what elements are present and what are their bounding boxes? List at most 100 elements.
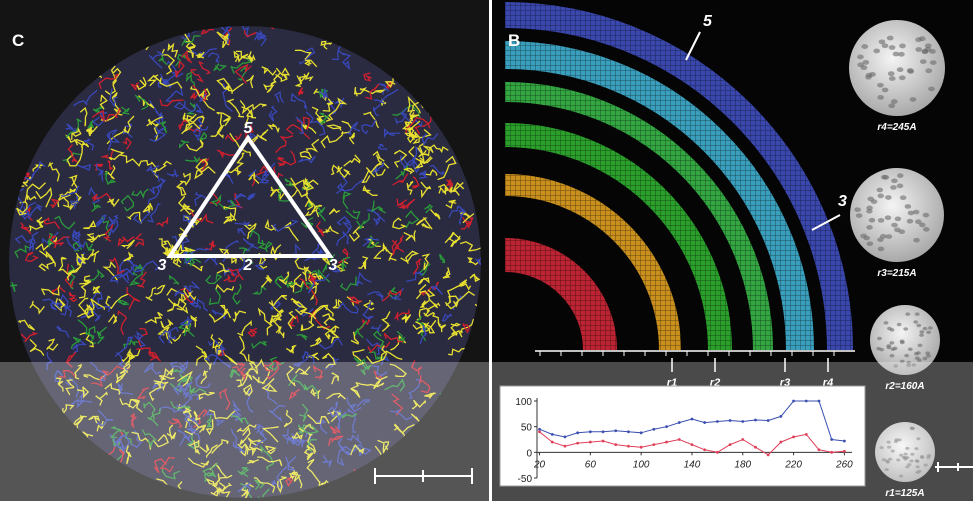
series-point — [703, 421, 706, 424]
series-point — [678, 421, 681, 424]
sphere-spot — [916, 324, 921, 328]
series-point — [538, 428, 541, 431]
series-point — [843, 440, 846, 443]
sphere-spot — [891, 223, 898, 228]
series-point — [691, 418, 694, 421]
sphere-spot — [905, 312, 910, 316]
series-point — [754, 419, 757, 422]
sphere-spot — [915, 219, 922, 224]
sphere-spot — [865, 75, 872, 80]
sphere-spot — [915, 312, 920, 316]
series-point — [779, 415, 782, 418]
sphere-spot — [885, 215, 892, 220]
sphere-spot — [913, 238, 920, 243]
sphere-spot — [897, 184, 904, 189]
sphere-spot — [899, 44, 906, 49]
series-point — [767, 454, 770, 457]
sphere-spot — [915, 356, 920, 360]
symmetry-label: 3 — [158, 257, 167, 274]
series-point — [576, 431, 579, 434]
sphere-spot — [897, 67, 904, 72]
series-point — [767, 419, 770, 422]
sphere-spot — [893, 52, 900, 57]
sphere-spot — [883, 321, 888, 325]
y-tick-label: -50 — [518, 474, 533, 485]
series-point — [627, 445, 630, 448]
series-point — [703, 448, 706, 451]
sphere-spot — [891, 178, 898, 183]
series-point — [665, 441, 668, 444]
sphere-spot — [928, 326, 933, 330]
x-tick-label: 60 — [585, 459, 597, 470]
sphere-spot — [926, 330, 931, 334]
series-point — [640, 431, 643, 434]
sphere-spot — [877, 337, 882, 341]
symmetry-label: 3 — [329, 257, 338, 274]
sphere-spot — [869, 218, 876, 223]
sphere-spot — [877, 95, 884, 100]
sphere-label: r3=215A — [877, 268, 916, 279]
sphere-spot — [857, 55, 864, 60]
y-tick-label: 50 — [521, 423, 533, 434]
sphere-spot — [897, 173, 904, 178]
series-point — [754, 446, 757, 449]
sphere-spot — [891, 99, 898, 104]
sphere-spot — [923, 357, 928, 361]
x-tick-label: 140 — [684, 459, 701, 470]
figure: C 5 3 2 3 B 5 3 r1r2r3r4 r4=245Ar3=215Ar… — [0, 0, 973, 501]
series-point — [843, 450, 846, 453]
sphere-spot — [890, 185, 897, 190]
series-point — [741, 420, 744, 423]
panel-label: B — [508, 31, 520, 50]
sphere-spot — [897, 323, 902, 327]
sphere-spot — [888, 71, 895, 76]
sphere-spot — [907, 68, 914, 73]
sphere-spot — [926, 354, 931, 358]
sphere-spot — [905, 204, 912, 209]
sphere-spot — [877, 188, 884, 193]
series-point — [741, 438, 744, 441]
sphere-spot — [908, 211, 915, 216]
sphere-spot — [889, 45, 896, 50]
sphere-spot — [923, 213, 930, 218]
sphere-spot — [861, 44, 868, 49]
sphere-spot — [873, 49, 880, 54]
sphere-spot — [915, 47, 922, 52]
arrow-label: 3 — [838, 193, 847, 210]
series-point — [652, 443, 655, 446]
sphere-spot — [890, 328, 895, 332]
sphere-spot — [854, 207, 861, 212]
series-point — [779, 441, 782, 444]
sphere-spot — [880, 234, 887, 239]
sphere-spot — [887, 36, 894, 41]
sphere-spot — [925, 68, 932, 73]
series-point — [589, 430, 592, 433]
series-point — [564, 436, 567, 439]
symmetry-label: 2 — [243, 257, 253, 274]
sphere-spot — [879, 39, 886, 44]
arrow-label: 5 — [703, 13, 713, 30]
series-point — [602, 440, 605, 443]
series-point — [564, 445, 567, 448]
sphere-spot — [885, 195, 892, 200]
sphere-spot — [867, 241, 874, 246]
series-point — [792, 400, 795, 403]
series-point — [818, 448, 821, 451]
sphere-spot — [916, 351, 921, 355]
series-point — [614, 443, 617, 446]
sphere-spot — [861, 65, 868, 70]
sphere-spot — [910, 97, 917, 102]
series-point — [665, 425, 668, 428]
sphere-spot — [889, 76, 896, 81]
series-point — [602, 430, 605, 433]
series-point — [551, 441, 554, 444]
sphere-spot — [886, 346, 891, 350]
sphere-label: r4=245A — [877, 122, 916, 133]
sphere-spot — [877, 83, 884, 88]
sphere-spot — [908, 348, 913, 352]
x-tick-label: 20 — [533, 459, 546, 470]
series-point — [678, 438, 681, 441]
series-point — [691, 443, 694, 446]
sphere-spot — [893, 347, 898, 351]
sphere-spot — [919, 36, 926, 41]
